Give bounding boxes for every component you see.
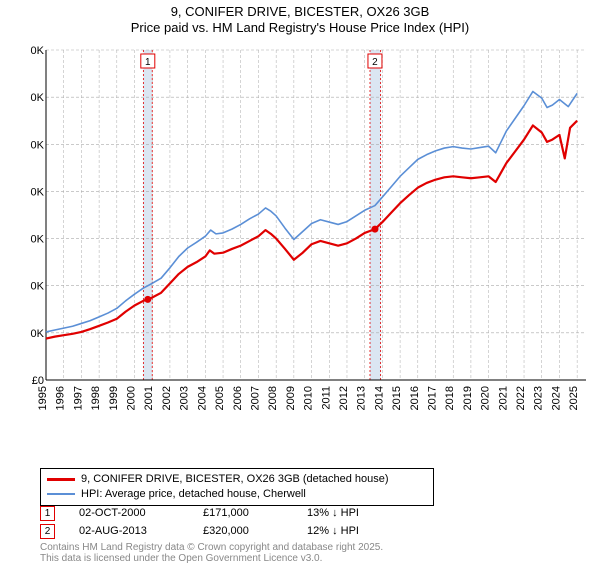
footer-attribution: Contains HM Land Registry data © Crown c… xyxy=(40,542,383,564)
svg-text:2008: 2008 xyxy=(267,386,279,410)
svg-text:£100K: £100K xyxy=(30,328,45,340)
legend-item: 9, CONIFER DRIVE, BICESTER, OX26 3GB (de… xyxy=(47,472,427,487)
svg-text:2025: 2025 xyxy=(568,386,580,410)
legend: 9, CONIFER DRIVE, BICESTER, OX26 3GB (de… xyxy=(40,468,434,506)
footer-line-2: This data is licensed under the Open Gov… xyxy=(40,553,383,564)
svg-text:2: 2 xyxy=(372,57,378,68)
svg-text:1999: 1999 xyxy=(108,386,120,410)
svg-text:£300K: £300K xyxy=(30,234,45,246)
svg-text:2023: 2023 xyxy=(533,386,545,410)
svg-text:1997: 1997 xyxy=(72,386,84,410)
svg-text:2016: 2016 xyxy=(409,386,421,410)
svg-text:£200K: £200K xyxy=(30,281,45,293)
legend-swatch xyxy=(47,478,75,480)
svg-text:1998: 1998 xyxy=(90,386,102,410)
svg-text:£700K: £700K xyxy=(30,45,45,57)
svg-text:2012: 2012 xyxy=(338,386,350,410)
svg-text:£0: £0 xyxy=(32,375,44,387)
sales-table: 1 02-OCT-2000 £171,000 13% ↓ HPI 2 02-AUG-201… xyxy=(40,504,397,540)
svg-text:2001: 2001 xyxy=(143,386,155,410)
svg-text:2006: 2006 xyxy=(232,386,244,410)
sales-row: 2 02-AUG-2013 £320,000 12% ↓ HPI xyxy=(40,522,397,540)
svg-text:2000: 2000 xyxy=(126,386,138,410)
sale-delta: 13% ↓ HPI xyxy=(307,507,397,519)
title-block: 9, CONIFER DRIVE, BICESTER, OX26 3GB Pri… xyxy=(0,0,600,37)
svg-text:2013: 2013 xyxy=(356,386,368,410)
svg-text:1996: 1996 xyxy=(55,386,67,410)
svg-text:2014: 2014 xyxy=(373,386,385,410)
svg-text:2021: 2021 xyxy=(497,386,509,410)
svg-text:2024: 2024 xyxy=(550,386,562,410)
title-line-1: 9, CONIFER DRIVE, BICESTER, OX26 3GB xyxy=(0,4,600,20)
svg-text:2018: 2018 xyxy=(444,386,456,410)
svg-text:2003: 2003 xyxy=(179,386,191,410)
chart-container: 9, CONIFER DRIVE, BICESTER, OX26 3GB Pri… xyxy=(0,0,600,560)
svg-text:2002: 2002 xyxy=(161,386,173,410)
svg-text:2009: 2009 xyxy=(285,386,297,410)
svg-text:£600K: £600K xyxy=(30,92,45,104)
svg-text:2019: 2019 xyxy=(462,386,474,410)
legend-label: 9, CONIFER DRIVE, BICESTER, OX26 3GB (de… xyxy=(81,472,389,487)
footer-line-1: Contains HM Land Registry data © Crown c… xyxy=(40,542,383,553)
price-chart: £0 £100K £200K £300K £400K £500K £600K £700K 199… xyxy=(30,44,590,424)
sales-row: 1 02-OCT-2000 £171,000 13% ↓ HPI xyxy=(40,504,397,522)
legend-item: HPI: Average price, detached house, Cher… xyxy=(47,487,427,502)
svg-text:2005: 2005 xyxy=(214,386,226,410)
sale-marker-box: 2 xyxy=(40,524,55,539)
svg-text:£500K: £500K xyxy=(30,139,45,151)
svg-text:2007: 2007 xyxy=(249,386,261,410)
svg-text:2010: 2010 xyxy=(303,386,315,410)
svg-text:£400K: £400K xyxy=(30,186,45,198)
svg-text:2020: 2020 xyxy=(480,386,492,410)
svg-text:2017: 2017 xyxy=(427,386,439,410)
svg-text:2004: 2004 xyxy=(196,386,208,410)
sale-marker-box: 1 xyxy=(40,506,55,521)
sale-price: £171,000 xyxy=(203,507,283,519)
sale-date: 02-OCT-2000 xyxy=(79,507,179,519)
svg-text:1: 1 xyxy=(145,57,151,68)
legend-swatch xyxy=(47,493,75,495)
svg-text:2015: 2015 xyxy=(391,386,403,410)
svg-text:2022: 2022 xyxy=(515,386,527,410)
sale-delta: 12% ↓ HPI xyxy=(307,525,397,537)
sale-date: 02-AUG-2013 xyxy=(79,525,179,537)
svg-text:2011: 2011 xyxy=(320,386,332,410)
sale-price: £320,000 xyxy=(203,525,283,537)
title-line-2: Price paid vs. HM Land Registry's House … xyxy=(0,20,600,36)
svg-text:1995: 1995 xyxy=(37,386,49,410)
legend-label: HPI: Average price, detached house, Cher… xyxy=(81,487,306,502)
